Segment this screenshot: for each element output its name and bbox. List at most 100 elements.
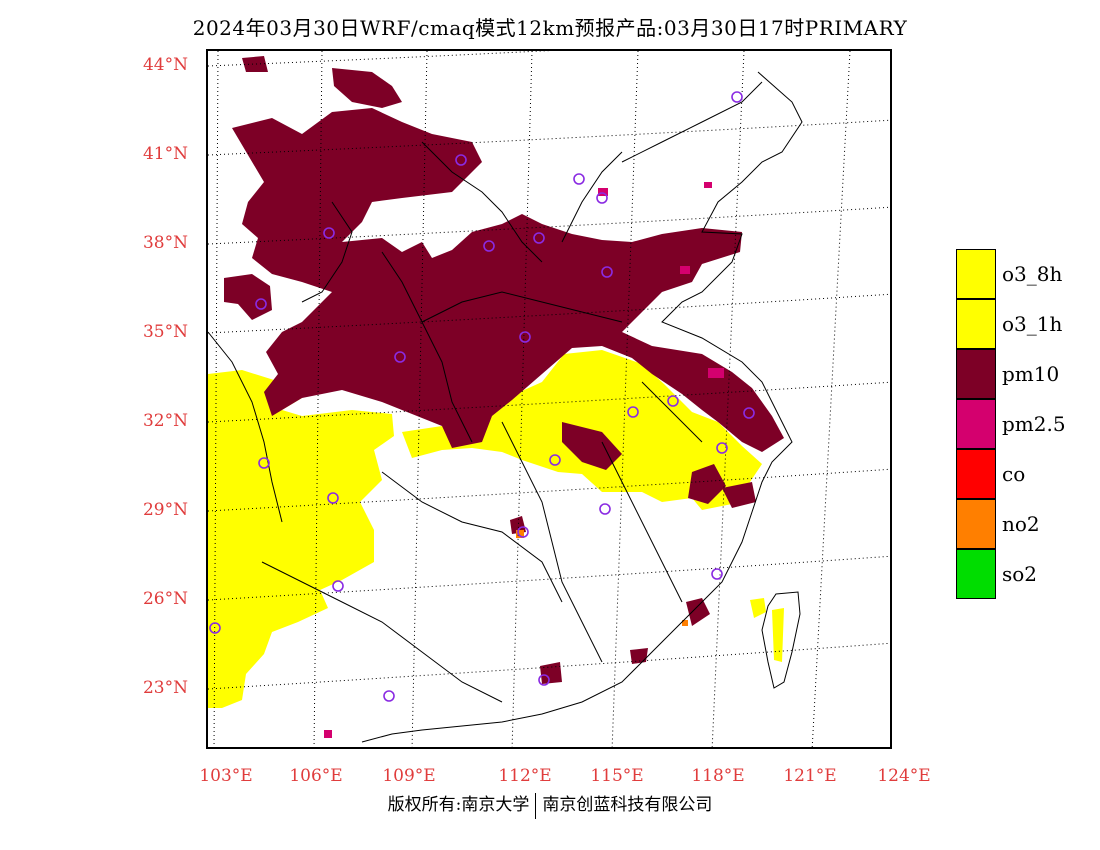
lat-label-44: 44°N — [142, 55, 188, 75]
station-marker — [716, 442, 728, 454]
no2-spot-changsha — [516, 530, 524, 538]
legend-swatch — [956, 349, 996, 399]
province-border-4 — [501, 421, 603, 663]
pm10-region-north — [232, 108, 784, 452]
graticule-lat-32 — [208, 381, 890, 423]
lat-label-26: 26°N — [142, 589, 188, 609]
lat-label-38: 38°N — [142, 233, 188, 253]
legend-label: no2 — [1002, 512, 1040, 536]
pm10-region-nw-corner — [242, 56, 268, 72]
province-border-1 — [301, 201, 353, 303]
legend-label: so2 — [1002, 562, 1038, 586]
lon-label-106: 106°E — [289, 766, 343, 786]
graticule-lon-115 — [611, 51, 639, 747]
station-marker — [549, 454, 561, 466]
station-marker — [332, 580, 344, 592]
boundaries — [208, 71, 803, 743]
pm25-spot-jiangsu — [708, 368, 724, 378]
graticule-lat-26 — [208, 555, 890, 601]
graticule-lat-29 — [208, 468, 890, 512]
legend-swatch — [956, 299, 996, 349]
footer-company: 南京创蓝科技有限公司 — [542, 795, 713, 815]
station-marker — [327, 492, 339, 504]
station-marker — [383, 690, 395, 702]
province-border-9 — [621, 81, 763, 163]
station-marker — [258, 457, 270, 469]
title-text: 2024年03月30日WRF/cmaq模式12km预报产品:03月30日17时 — [192, 16, 805, 40]
legend-label: o3_8h — [1002, 262, 1063, 286]
lat-label-23: 23°N — [142, 678, 188, 698]
station-marker — [538, 674, 550, 686]
station-marker — [209, 622, 221, 634]
pm25-spot-liaoning — [704, 182, 712, 188]
pm10-region-fujian-coast — [630, 598, 710, 664]
province-border-2 — [381, 251, 473, 443]
station-marker — [483, 240, 495, 252]
station-marker — [667, 395, 679, 407]
copyright-footer: 版权所有:南京大学 南京创蓝科技有限公司 — [0, 790, 1100, 819]
station-marker — [596, 192, 608, 204]
lon-label-124: 124°E — [877, 766, 931, 786]
province-border-5 — [381, 471, 563, 603]
legend-swatch — [956, 249, 996, 299]
coastline — [361, 71, 803, 743]
legend-label: co — [1002, 462, 1026, 486]
lat-label-41: 41°N — [142, 144, 188, 164]
graticule-lon-121 — [811, 51, 851, 747]
pm25-spots — [324, 182, 724, 738]
station-marker — [455, 154, 467, 166]
graticule-lon-109 — [411, 51, 428, 747]
graticule-lon-118 — [711, 51, 745, 747]
province-border-10 — [208, 331, 283, 523]
station-marker — [573, 173, 585, 185]
ozone-region-sichuan — [208, 332, 394, 708]
station-marker — [394, 351, 406, 363]
station-marker — [255, 298, 267, 310]
province-border-8 — [421, 141, 543, 263]
legend-label: pm2.5 — [1002, 412, 1066, 436]
lat-label-35: 35°N — [142, 322, 188, 342]
legend-swatch — [956, 399, 996, 449]
title-primary: PRIMARY — [804, 16, 908, 40]
pm10-region-south-cluster — [562, 422, 756, 508]
station-markers — [209, 91, 755, 702]
station-marker — [711, 568, 723, 580]
graticule-lon-103 — [213, 51, 219, 747]
map-panel — [206, 49, 892, 749]
lon-label-115: 115°E — [590, 766, 644, 786]
province-border-7 — [601, 441, 683, 603]
station-marker — [743, 407, 755, 419]
province-border-12 — [561, 151, 623, 243]
footer-divider — [535, 792, 537, 819]
forecast-map — [208, 51, 890, 747]
pm25-spot-beijing — [598, 188, 608, 196]
map-title: 2024年03月30日WRF/cmaq模式12km预报产品:03月30日17时P… — [0, 12, 1100, 41]
station-marker — [533, 232, 545, 244]
graticule — [208, 51, 890, 747]
legend-label: o3_1h — [1002, 312, 1063, 336]
station-marker — [519, 331, 531, 343]
no2-spots — [516, 530, 688, 626]
station-marker — [731, 91, 743, 103]
graticule-lon-112 — [511, 51, 533, 747]
lon-label-121: 121°E — [783, 766, 837, 786]
lon-label-109: 109°E — [382, 766, 436, 786]
station-marker — [627, 406, 639, 418]
legend-swatch — [956, 449, 996, 499]
lat-label-29: 29°N — [142, 500, 188, 520]
taiwan-outline — [761, 591, 801, 689]
graticule-lon-106 — [313, 51, 323, 747]
graticule-lat-44 — [208, 51, 552, 67]
footer-owner: 版权所有:南京大学 — [387, 795, 530, 815]
station-marker — [599, 503, 611, 515]
pm25-spot-guangxi — [324, 730, 332, 738]
lat-label-32: 32°N — [142, 411, 188, 431]
station-marker — [517, 526, 529, 538]
legend-swatch — [956, 499, 996, 549]
pm10-region-west — [224, 274, 272, 320]
ozone-region-taiwan-coast — [750, 598, 784, 662]
graticule-lat-23 — [208, 642, 890, 690]
lon-label-103: 103°E — [199, 766, 253, 786]
province-border-11 — [641, 381, 703, 443]
pm10-region-hunan-small — [510, 516, 562, 684]
